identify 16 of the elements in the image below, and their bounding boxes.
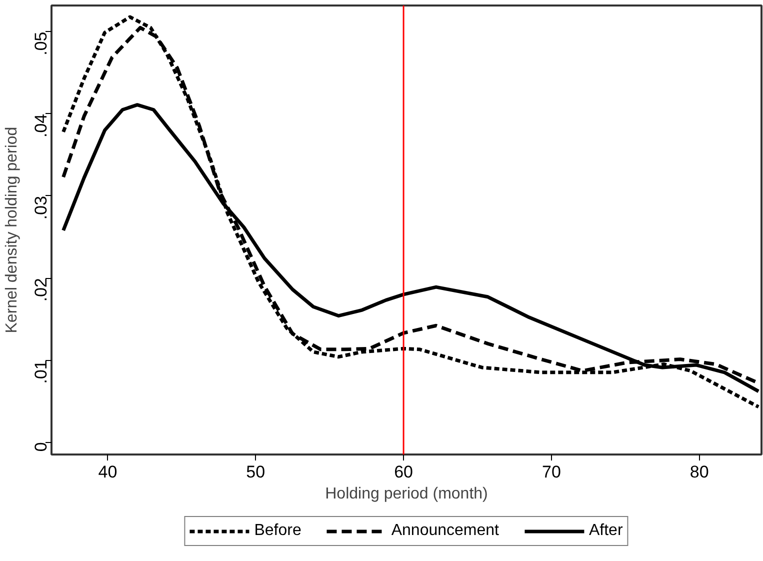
y-tick-label: .02 — [32, 278, 50, 302]
x-tick-label: 50 — [246, 462, 266, 482]
legend-label: After — [588, 522, 623, 540]
legend-label: Before — [254, 522, 302, 540]
x-tick-label: 60 — [394, 462, 414, 482]
y-tick-label: .01 — [32, 360, 50, 384]
x-tick-label: 80 — [690, 462, 709, 482]
legend-label: Announcement — [391, 522, 499, 540]
x-tick-label: 40 — [98, 462, 118, 482]
x-axis-title: Holding period (month) — [325, 486, 488, 502]
y-axis-title: Kernel density holding period — [4, 126, 20, 334]
y-tick-label: .04 — [32, 114, 50, 138]
x-tick-label: 70 — [542, 462, 561, 482]
y-tick-label: .03 — [32, 196, 50, 220]
y-tick-label: 0 — [32, 442, 50, 452]
y-tick-label: .05 — [32, 32, 50, 56]
